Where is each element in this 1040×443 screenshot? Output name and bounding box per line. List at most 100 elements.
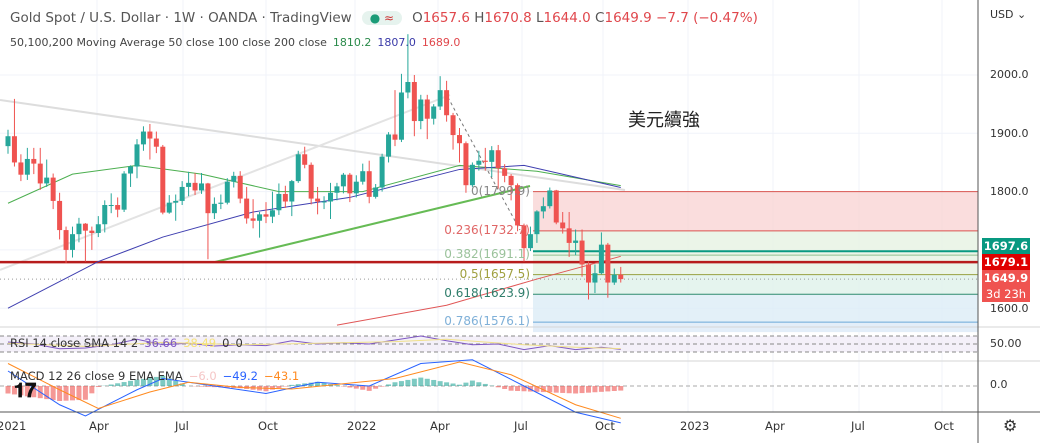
candle <box>128 166 134 174</box>
candle <box>63 230 69 250</box>
macd-histogram-bar <box>295 384 301 386</box>
macd-histogram-bar <box>508 386 514 391</box>
candle <box>431 106 437 119</box>
macd-histogram-bar <box>495 386 501 388</box>
macd-histogram-bar <box>553 386 559 393</box>
macd-histogram-bar <box>128 380 134 386</box>
candle <box>37 163 43 184</box>
time-tick: Oct <box>258 419 278 433</box>
candle <box>289 181 295 202</box>
candle <box>547 190 553 207</box>
macd-histogram-bar <box>392 382 398 386</box>
macd-histogram-bar <box>411 378 417 386</box>
candle <box>334 186 340 193</box>
candle <box>450 115 456 136</box>
candle <box>573 240 579 243</box>
macd-histogram-bar <box>334 385 340 386</box>
candle <box>218 202 224 204</box>
candle <box>508 175 514 186</box>
candle <box>50 177 56 201</box>
candle <box>302 154 308 165</box>
tradingview-logo: 𝟏𝟕 <box>14 378 37 402</box>
candle <box>592 273 598 283</box>
candle <box>205 183 211 214</box>
rsi-sma-line <box>7 338 621 350</box>
gear-icon[interactable]: ⚙ <box>1003 416 1018 435</box>
candle <box>521 225 527 249</box>
price-tick: 1600.0 <box>990 302 1029 315</box>
candle <box>392 134 398 140</box>
candle <box>147 131 153 139</box>
candle <box>237 175 243 199</box>
currency-selector[interactable]: USD ⌄ <box>990 8 1027 21</box>
macd-histogram-bar <box>450 383 456 386</box>
candle <box>366 171 372 197</box>
chart-annotation[interactable]: 美元續強 <box>628 110 700 131</box>
candle <box>534 211 540 235</box>
macd-histogram-bar <box>205 386 211 387</box>
ma50-value: 1810.2 <box>332 36 372 49</box>
macd-legend[interactable]: MACD 12 26 close 9 EMA EMA −6.0 −49.2 −4… <box>10 369 300 383</box>
macd-histogram-bar <box>379 386 385 387</box>
macd-histogram-bar <box>521 386 527 392</box>
candle <box>276 193 282 211</box>
macd-histogram-bar <box>360 386 366 390</box>
macd-histogram-bar <box>147 378 153 386</box>
market-status-badge[interactable]: ● ≈ <box>361 11 403 25</box>
macd-histogram-bar <box>276 386 282 389</box>
macd-histogram-bar <box>540 386 546 393</box>
macd-histogram-bar <box>463 382 469 386</box>
candle <box>321 201 327 203</box>
candle <box>605 244 611 283</box>
candle <box>411 81 417 122</box>
macd-histogram-bar <box>534 386 540 392</box>
candle <box>295 154 301 182</box>
fib-label: 0.5(1657.5) <box>459 266 530 281</box>
time-tick: Jul <box>851 419 865 433</box>
ohlc-values: O1657.6 H1670.8 L1644.0 C1649.9 −7.7 (−0… <box>412 10 758 26</box>
macd-histogram-bar <box>611 386 617 391</box>
macd-histogram-bar <box>398 381 404 386</box>
candle <box>231 175 237 182</box>
symbol-title[interactable]: Gold Spot / U.S. Dollar · 1W · OANDA · T… <box>10 10 352 26</box>
candle <box>527 234 533 249</box>
time-tick: 2022 <box>347 419 377 433</box>
time-tick: Apr <box>430 419 450 433</box>
candle <box>418 99 424 122</box>
macd-histogram-bar <box>82 386 88 400</box>
candle <box>502 168 508 176</box>
candle <box>95 224 101 233</box>
macd-histogram-bar <box>89 386 95 394</box>
fib-label: 0.618(1623.9) <box>444 286 530 301</box>
candle <box>566 228 572 243</box>
candle <box>224 181 230 203</box>
candle <box>89 230 95 233</box>
macd-histogram-bar <box>308 382 314 386</box>
macd-histogram-bar <box>605 386 611 392</box>
candle <box>153 138 159 147</box>
candle <box>553 190 559 223</box>
candle <box>398 92 404 140</box>
macd-histogram-bar <box>373 386 379 389</box>
candle <box>386 134 392 157</box>
ma-legend[interactable]: 50,100,200 Moving Average 50 close 100 c… <box>10 36 461 49</box>
candle <box>579 240 585 265</box>
candle <box>308 164 314 199</box>
macd-histogram-bar <box>57 386 63 401</box>
candle <box>166 202 172 213</box>
candle <box>457 135 462 144</box>
candle <box>76 223 82 235</box>
time-tick: 2021 <box>0 419 27 433</box>
macd-histogram-bar <box>134 379 140 386</box>
candle <box>199 183 204 191</box>
candle <box>560 222 566 229</box>
macd-histogram-bar <box>199 386 204 387</box>
candle <box>282 193 288 202</box>
candle <box>598 244 604 274</box>
candle <box>328 192 333 202</box>
candle <box>18 162 24 175</box>
candle <box>347 174 353 194</box>
trendline <box>0 99 626 191</box>
